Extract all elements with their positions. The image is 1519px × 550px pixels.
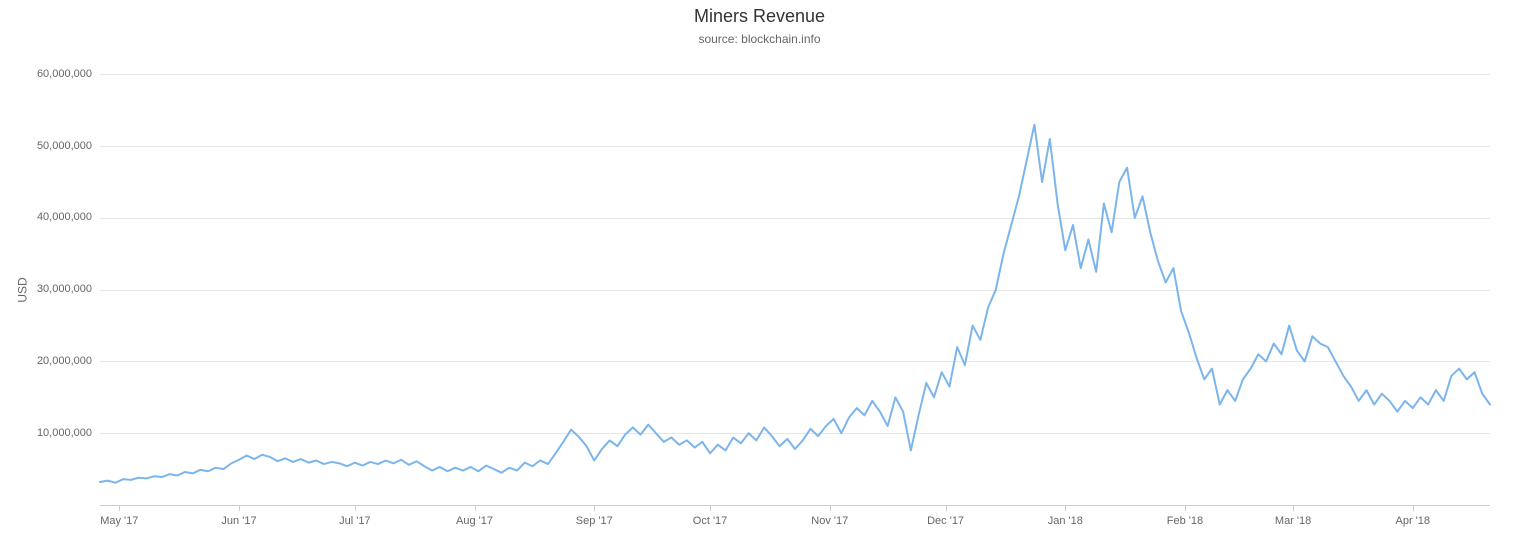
chart-container: Miners Revenue source: blockchain.info U… <box>0 0 1519 550</box>
y-tick-label: 20,000,000 <box>0 355 92 367</box>
x-tick-label: Jun '17 <box>221 515 256 527</box>
y-tick-label: 60,000,000 <box>0 68 92 80</box>
x-tick-label: May '17 <box>100 515 138 527</box>
plot-area <box>100 60 1490 505</box>
chart-title: Miners Revenue <box>0 6 1519 27</box>
x-tick-label: Sep '17 <box>576 515 613 527</box>
x-tick-label: Feb '18 <box>1167 515 1203 527</box>
x-tick-label: Oct '17 <box>693 515 728 527</box>
y-tick-label: 10,000,000 <box>0 427 92 439</box>
x-axis-line <box>100 505 1490 506</box>
x-tick-label: Aug '17 <box>456 515 493 527</box>
x-tick-label: Jan '18 <box>1048 515 1083 527</box>
series-line <box>100 125 1490 483</box>
y-tick-label: 30,000,000 <box>0 283 92 295</box>
y-tick-label: 50,000,000 <box>0 140 92 152</box>
x-tick-label: Mar '18 <box>1275 515 1311 527</box>
y-tick-label: 40,000,000 <box>0 211 92 223</box>
x-tick-label: Apr '18 <box>1396 515 1431 527</box>
x-tick-label: Nov '17 <box>811 515 848 527</box>
x-tick-label: Dec '17 <box>927 515 964 527</box>
x-tick-label: Jul '17 <box>339 515 370 527</box>
chart-subtitle: source: blockchain.info <box>0 32 1519 46</box>
